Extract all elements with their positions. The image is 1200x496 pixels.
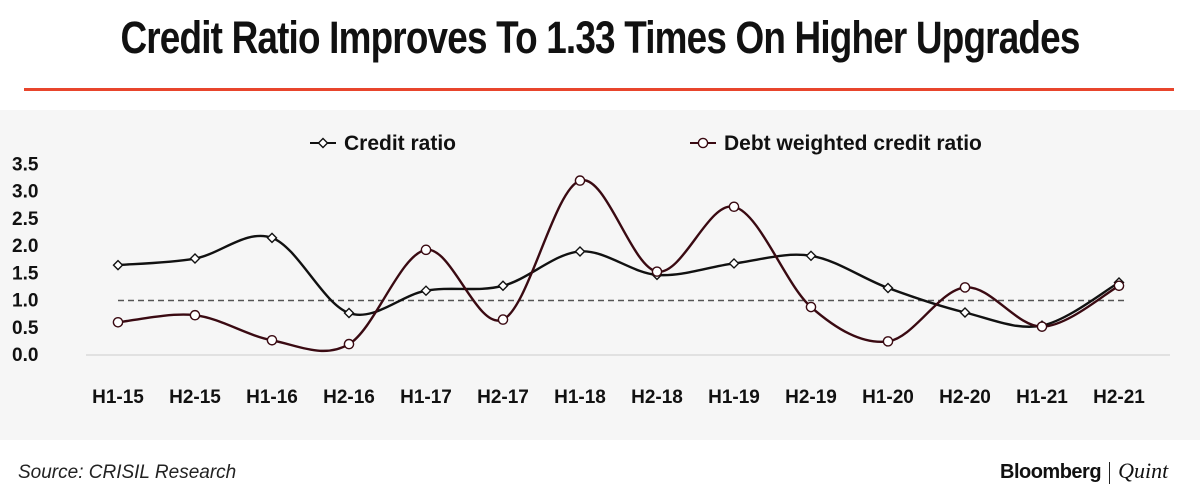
x-tick-label: H1-18: [554, 387, 606, 408]
logo-brand: Bloomberg: [1000, 461, 1102, 483]
x-tick-label: H2-18: [631, 387, 683, 408]
series-line-1: [117, 234, 1120, 328]
data-point-circle: [882, 336, 894, 347]
y-tick-label: 1.5: [12, 263, 39, 284]
data-point-circle: [1036, 321, 1048, 332]
data-point-diamond: [882, 282, 894, 294]
data-point-circle: [574, 175, 586, 186]
x-tick-label: H1-16: [246, 387, 298, 408]
legend-label: Credit ratio: [344, 132, 456, 155]
data-point-diamond: [189, 253, 201, 265]
logo-separator: [1109, 461, 1111, 484]
data-point-diamond: [266, 232, 278, 244]
x-tick-label: H2-16: [323, 387, 375, 408]
x-tick-label: H2-19: [785, 387, 837, 408]
data-point-diamond: [959, 307, 971, 318]
chart-panel: [0, 110, 1200, 440]
data-point-diamond: [343, 307, 355, 319]
data-point-diamond: [112, 259, 124, 271]
x-tick-label: H2-17: [477, 387, 529, 408]
x-tick-label: H1-21: [1016, 387, 1068, 408]
title-divider: [24, 88, 1174, 91]
data-point-diamond: [805, 250, 817, 262]
data-point-diamond: [420, 285, 432, 297]
publisher-logo: Bloomberg Quint: [1000, 458, 1168, 484]
x-tick-label: H1-15: [92, 387, 144, 408]
x-tick-label: H2-21: [1093, 387, 1145, 408]
data-point-circle: [266, 334, 278, 346]
legend: Credit ratio Debt weighted credit ratio: [310, 132, 982, 155]
x-tick-label: H2-15: [169, 387, 221, 408]
x-tick-label: H1-19: [708, 387, 760, 408]
data-point-circle: [728, 201, 740, 213]
data-point-circle: [343, 338, 355, 350]
series-line-2: [117, 179, 1120, 353]
data-point-circle: [1113, 280, 1125, 292]
y-tick-label: 2.0: [12, 236, 38, 257]
y-tick-label: 1.0: [12, 291, 38, 312]
data-point-circle: [112, 316, 124, 328]
data-point-diamond: [497, 280, 509, 292]
x-axis: H1-15 H2-15 H1-16 H2-16 H1-17 H2-17 H1-18 H2-18…: [92, 387, 1145, 408]
y-axis: 3.5 3.0 2.5 2.0 1.5 1.0 0.5 0.0: [12, 154, 39, 366]
y-tick-label: 2.5: [12, 209, 39, 230]
x-tick-label: H1-20: [862, 387, 914, 408]
x-tick-label: H1-17: [400, 387, 452, 408]
data-point-circle: [651, 266, 663, 277]
chart-title: Credit Ratio Improves To 1.33 Times On H…: [120, 12, 1080, 63]
logo-sub: Quint: [1118, 458, 1169, 483]
legend-marker-diamond: [317, 137, 329, 149]
data-point-circle: [497, 314, 509, 325]
y-tick-label: 3.0: [12, 182, 38, 203]
y-tick-label: 0.5: [12, 318, 39, 339]
legend-marker-circle: [697, 137, 709, 149]
y-tick-label: 0.0: [12, 345, 38, 366]
source-note: Source: CRISIL Research: [18, 462, 237, 483]
y-tick-label: 3.5: [12, 154, 39, 175]
legend-label: Debt weighted credit ratio: [724, 132, 982, 155]
data-point-circle: [805, 301, 817, 313]
series-group: [112, 175, 1125, 353]
data-point-diamond: [728, 257, 740, 269]
data-point-circle: [959, 282, 971, 293]
data-point-circle: [420, 244, 432, 256]
x-tick-label: H2-20: [939, 387, 991, 408]
data-point-diamond: [574, 245, 586, 257]
data-point-circle: [189, 309, 201, 321]
